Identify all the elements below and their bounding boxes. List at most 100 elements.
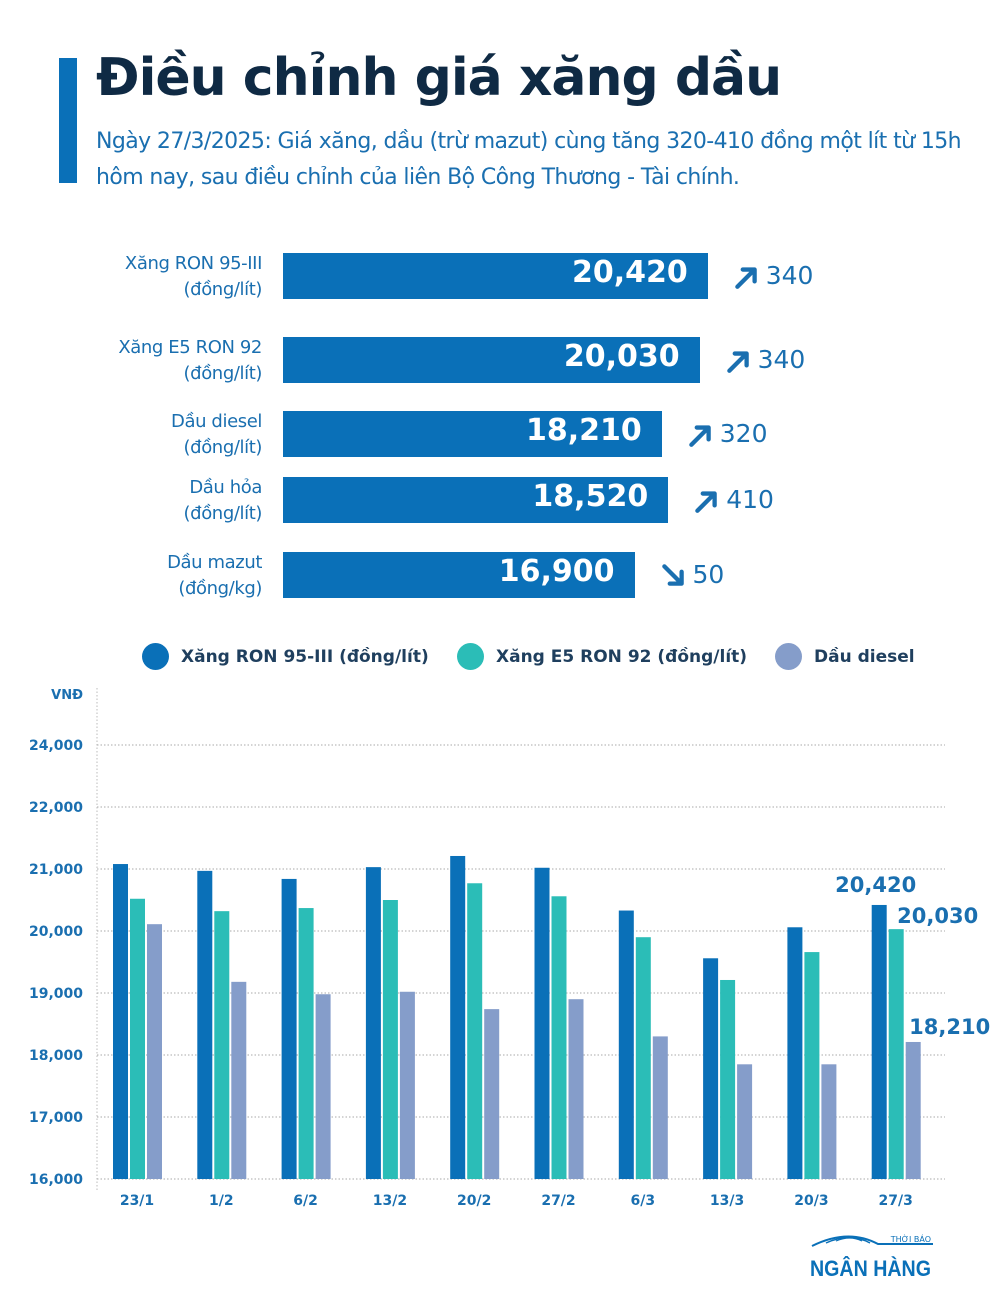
bar-ron95: [197, 870, 213, 1179]
fuel-name: Xăng RON 95-III: [124, 253, 263, 274]
x-tick-label: 27/2: [541, 1193, 575, 1209]
bar-ron95: [787, 927, 803, 1179]
price-value: 18,210: [525, 413, 642, 448]
fuel-unit: (đồng/kg): [178, 578, 262, 599]
change-value: 320: [719, 419, 768, 448]
bar-ron95: [534, 867, 550, 1179]
fuel-name: Dầu hỏa: [189, 477, 262, 498]
bar-ron95: [281, 878, 297, 1179]
price-label: Xăng RON 95-III (đồng/lít): [124, 251, 263, 303]
y-tick-label: 16,000: [29, 1172, 83, 1188]
price-value: 16,900: [498, 554, 615, 589]
legend-label: Dầu diesel: [814, 646, 915, 667]
title-accent-bar: [59, 58, 77, 183]
bar-diesel: [568, 999, 584, 1179]
price-bar: 16,900: [283, 552, 635, 598]
arrow-up-right-icon: [726, 350, 749, 373]
x-tick-label: 27/3: [879, 1193, 913, 1209]
y-axis-label: VNĐ: [51, 688, 83, 703]
bar-e5: [635, 937, 651, 1179]
x-tick-label: 6/2: [293, 1193, 318, 1209]
y-tick-label: 19,000: [29, 986, 83, 1002]
bar-e5: [214, 911, 230, 1179]
x-tick-label: 1/2: [209, 1193, 234, 1209]
fuel-name: Dầu mazut: [167, 552, 262, 573]
bar-diesel: [821, 1064, 837, 1179]
data-label: 18,210: [909, 1015, 990, 1039]
thoi-bao-ngan-hang-logo: THỜI BÁO NGÂN HÀNG: [810, 1233, 933, 1281]
legend-swatch: [775, 643, 802, 670]
bar-e5: [298, 908, 314, 1179]
y-tick-label: 24,000: [29, 738, 83, 754]
price-bar: 20,420: [283, 253, 708, 299]
legend-ron95: Xăng RON 95-III (đồng/lít): [142, 643, 429, 670]
bar-e5: [130, 898, 145, 1179]
legend-swatch: [457, 643, 484, 670]
price-change: 320: [686, 419, 768, 448]
change-value: 50: [692, 560, 725, 589]
price-change: 410: [692, 485, 774, 514]
bar-e5: [551, 896, 567, 1179]
svg-text:NGÂN HÀNG: NGÂN HÀNG: [810, 1256, 931, 1281]
bar-diesel: [231, 981, 247, 1179]
change-value: 340: [765, 261, 814, 290]
bar-ron95: [450, 855, 466, 1179]
y-tick-label: 21,000: [29, 862, 83, 878]
y-tick-label: 17,000: [29, 1110, 83, 1126]
price-value: 18,520: [532, 479, 649, 514]
bar-e5: [804, 952, 820, 1179]
bar-ron95: [618, 910, 634, 1179]
bar-diesel: [399, 991, 415, 1179]
y-tick-label: 20,000: [29, 924, 83, 940]
legend-label: Xăng RON 95-III (đồng/lít): [181, 646, 429, 667]
bar-ron95: [113, 864, 128, 1179]
x-tick-label: 23/1: [120, 1193, 154, 1209]
data-label: 20,420: [835, 873, 916, 897]
x-tick-label: 6/3: [630, 1193, 655, 1209]
bar-e5: [888, 929, 904, 1179]
fuel-unit: (đồng/lít): [183, 363, 263, 384]
x-tick-label: 13/2: [373, 1193, 407, 1209]
arrow-up-right-icon: [695, 490, 717, 513]
price-bar: 18,520: [283, 477, 669, 523]
price-label: Dầu mazut (đồng/kg): [167, 550, 262, 602]
price-bar: 18,210: [283, 411, 662, 457]
bar-diesel: [484, 1009, 500, 1179]
svg-text:THỜI BÁO: THỜI BÁO: [890, 1233, 931, 1244]
legend-diesel: Dầu diesel: [775, 643, 915, 670]
price-label: Xăng E5 RON 92 (đồng/lít): [118, 335, 262, 387]
price-label: Dầu diesel (đồng/lít): [171, 409, 262, 461]
bar-diesel: [737, 1064, 753, 1179]
price-value: 20,420: [571, 255, 688, 290]
bar-diesel: [315, 994, 331, 1179]
bar-e5: [467, 883, 483, 1179]
x-tick-label: 20/3: [794, 1193, 828, 1209]
page-subtitle: Ngày 27/3/2025: Giá xăng, dầu (trừ mazut…: [96, 129, 962, 190]
bar-e5: [720, 979, 736, 1179]
arrow-up-right-icon: [734, 266, 757, 289]
bar-diesel: [905, 1041, 921, 1179]
change-value: 340: [757, 345, 806, 374]
legend-label: Xăng E5 RON 92 (đồng/lít): [496, 646, 748, 667]
y-tick-label: 22,000: [29, 800, 83, 816]
arrow-down-right-icon: [661, 563, 684, 586]
x-tick-label: 20/2: [457, 1193, 491, 1209]
page-title: Điều chỉnh giá xăng dầu: [96, 48, 782, 108]
bar-ron95: [871, 904, 887, 1179]
data-label: 20,030: [897, 904, 978, 928]
bar-ron95: [365, 867, 381, 1179]
bar-e5: [382, 900, 398, 1179]
x-tick-label: 13/3: [710, 1193, 744, 1209]
fuel-unit: (đồng/lít): [183, 437, 263, 458]
arrow-up-right-icon: [688, 424, 711, 447]
bar-diesel: [147, 924, 162, 1179]
y-tick-label: 18,000: [29, 1048, 83, 1064]
price-change: 50: [659, 560, 725, 589]
price-label: Dầu hỏa (đồng/lít): [183, 475, 263, 527]
fuel-unit: (đồng/lít): [183, 503, 263, 524]
legend-e5: Xăng E5 RON 92 (đồng/lít): [457, 643, 747, 670]
legend-swatch: [142, 643, 169, 670]
price-change: 340: [724, 345, 806, 374]
